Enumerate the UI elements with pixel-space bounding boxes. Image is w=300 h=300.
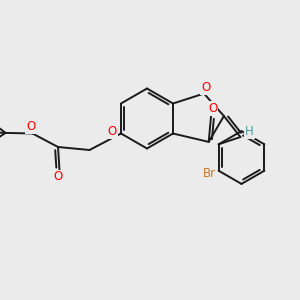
Text: O: O: [201, 81, 210, 94]
Text: O: O: [107, 124, 117, 138]
Text: H: H: [245, 125, 254, 138]
Text: O: O: [26, 120, 36, 134]
Text: O: O: [53, 170, 63, 184]
Text: O: O: [208, 102, 217, 116]
Text: Br: Br: [203, 167, 216, 180]
